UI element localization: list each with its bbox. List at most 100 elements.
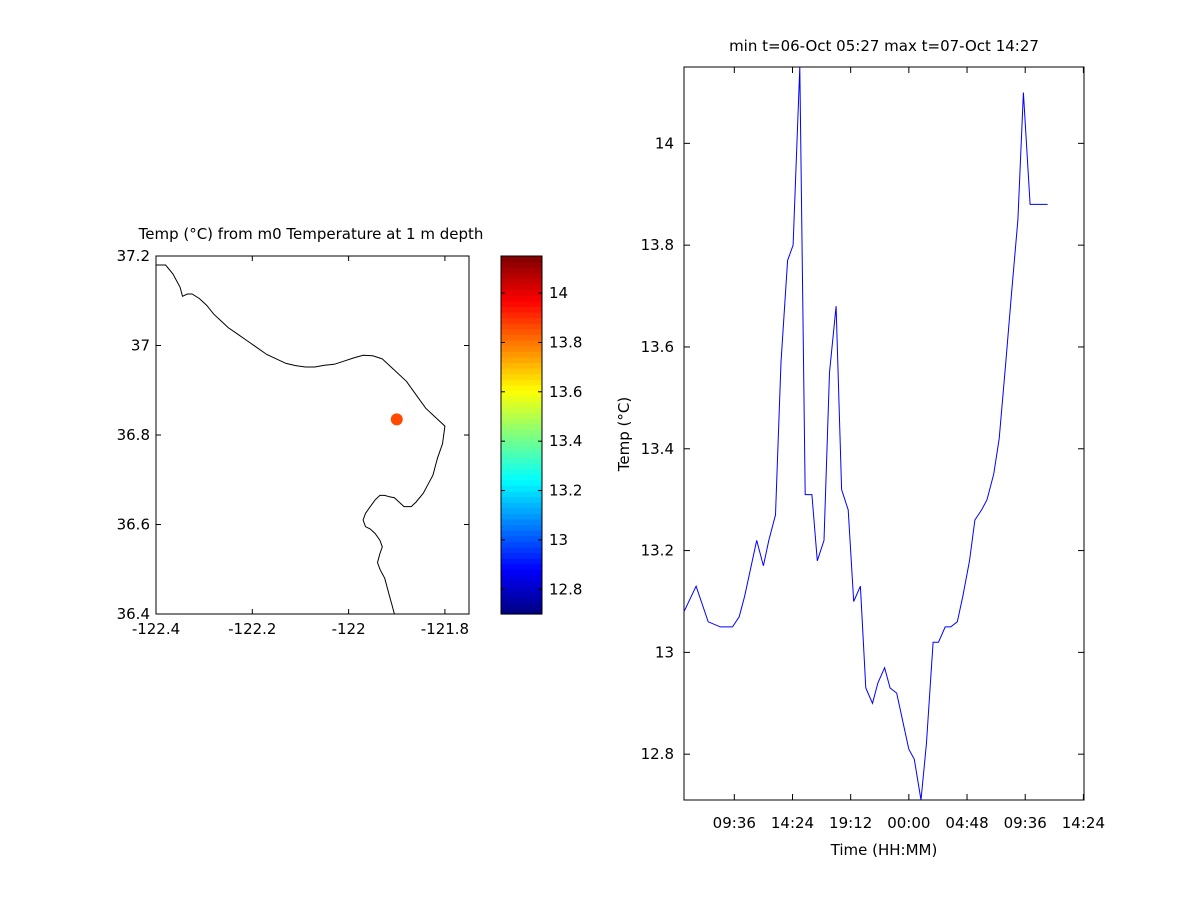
colorbar-cell <box>501 485 542 492</box>
colorbar-cell <box>501 373 542 380</box>
map-x-tick-label: -122 <box>332 620 366 638</box>
colorbar-tick-label: 13.6 <box>549 383 582 401</box>
coastline-path <box>156 264 446 615</box>
ts-x-tick-label: 14:24 <box>1062 814 1105 832</box>
temperature-series-line <box>683 66 1048 801</box>
colorbar-cell <box>501 351 542 358</box>
ts-x-tick-label: 00:00 <box>887 814 930 832</box>
colorbar-cell <box>501 518 542 526</box>
colorbar-cell <box>501 597 542 604</box>
colorbar-cell <box>501 474 542 481</box>
colorbar-cell <box>501 479 542 486</box>
colorbar-tick-label: 13.8 <box>549 333 582 351</box>
colorbar-cell <box>501 256 542 263</box>
colorbar-cell <box>501 569 542 576</box>
colorbar-tick-label: 14 <box>549 284 568 302</box>
colorbar-cell <box>501 552 542 559</box>
map-y-tick-label: 36.6 <box>117 516 150 534</box>
colorbar-cell <box>501 591 542 598</box>
timeseries-plot-area <box>683 66 1085 801</box>
ts-y-tick-label: 13.6 <box>641 338 674 356</box>
map-y-tick-label: 36.8 <box>117 426 150 444</box>
colorbar-cell <box>501 507 542 514</box>
ts-x-tick-label: 09:36 <box>713 814 756 832</box>
colorbar-cell <box>501 513 542 520</box>
map-data-points <box>390 413 403 426</box>
mooring-marker <box>390 413 403 426</box>
colorbar-cell <box>501 384 542 391</box>
colorbar-cell <box>501 412 542 419</box>
map-axis-ticks: -122.4 -122.2 -122 -121.8 36.4 36.6 36.8 37 37.2 <box>117 247 470 638</box>
colorbar-cell <box>501 446 542 453</box>
colorbar-cell <box>501 345 542 352</box>
colorbar-cell <box>501 423 542 430</box>
colorbar-cell <box>501 457 542 464</box>
timeseries-y-axis-label: Temp (°C) <box>615 397 633 472</box>
colorbar-cell <box>501 608 542 615</box>
ts-x-tick-label: 09:36 <box>1004 814 1047 832</box>
colorbar-cell <box>501 395 542 403</box>
colorbar-cell <box>501 379 542 386</box>
colorbar-cell <box>501 328 542 335</box>
colorbar-cell <box>501 401 542 408</box>
colorbar-tick-label: 13.4 <box>549 432 582 450</box>
colorbar-cell <box>501 323 542 330</box>
colorbar-cell <box>501 535 542 542</box>
map-x-tick-label: -121.8 <box>421 620 469 638</box>
colorbar-cell <box>501 468 542 475</box>
timeseries-panel: min t=06-Oct 05:27 max t=07-Oct 14:27 09… <box>615 37 1105 859</box>
colorbar-cell <box>501 267 542 274</box>
ts-x-tick-label: 04:48 <box>945 814 988 832</box>
ts-y-tick-label: 13.4 <box>641 440 674 458</box>
colorbar-cell <box>501 546 542 554</box>
colorbar-cell <box>501 300 542 307</box>
colorbar-gradient <box>501 256 542 615</box>
colorbar-cell <box>501 490 542 498</box>
colorbar-cell <box>501 558 542 565</box>
timeseries-title: min t=06-Oct 05:27 max t=07-Oct 14:27 <box>729 37 1039 55</box>
colorbar-cell <box>501 574 542 582</box>
colorbar-cell <box>501 602 542 609</box>
colorbar-cell <box>501 272 542 279</box>
colorbar-cell <box>501 435 542 442</box>
colorbar-cell <box>501 367 542 375</box>
map-y-tick-label: 37 <box>131 337 150 355</box>
colorbar-cell <box>501 524 542 531</box>
ts-y-tick-label: 13 <box>655 643 674 661</box>
colorbar-cell <box>501 311 542 319</box>
colorbar-cell <box>501 356 542 363</box>
colorbar-cell <box>501 586 542 593</box>
colorbar-cell <box>501 334 542 341</box>
map-x-tick-label: -122.4 <box>132 620 180 638</box>
ts-x-tick-label: 14:24 <box>771 814 814 832</box>
colorbar-cell <box>501 541 542 548</box>
colorbar-cell <box>501 462 542 470</box>
map-plot-area <box>155 255 470 615</box>
colorbar-cell <box>501 407 542 414</box>
colorbar-cell <box>501 289 542 296</box>
colorbar-tick-label: 12.8 <box>549 580 582 598</box>
map-panel: Temp (°C) from m0 Temperature at 1 m dep… <box>117 225 484 638</box>
colorbar-cell <box>501 530 542 537</box>
colorbar-cell <box>501 563 542 570</box>
colorbar-cell <box>501 317 542 324</box>
colorbar-cell <box>501 580 542 587</box>
ts-y-tick-label: 13.8 <box>641 236 674 254</box>
colorbar-cell <box>501 440 542 447</box>
colorbar-frame <box>500 255 543 615</box>
colorbar-cell <box>501 339 542 347</box>
ts-y-tick-label: 12.8 <box>641 745 674 763</box>
timeseries-x-axis-label: Time (HH:MM) <box>830 841 938 859</box>
map-y-tick-label: 36.4 <box>117 605 150 623</box>
colorbar-cell <box>501 451 542 458</box>
colorbar-cell <box>501 261 542 268</box>
colorbar-cell <box>501 278 542 285</box>
map-title: Temp (°C) from m0 Temperature at 1 m dep… <box>138 225 484 243</box>
colorbar: 12.8 13 13.2 13.4 13.6 13.8 14 <box>500 255 582 615</box>
colorbar-cell <box>501 283 542 291</box>
colorbar-cell <box>501 502 542 509</box>
colorbar-cell <box>501 496 542 503</box>
colorbar-cell <box>501 306 542 313</box>
ts-y-tick-label: 14 <box>655 134 674 152</box>
